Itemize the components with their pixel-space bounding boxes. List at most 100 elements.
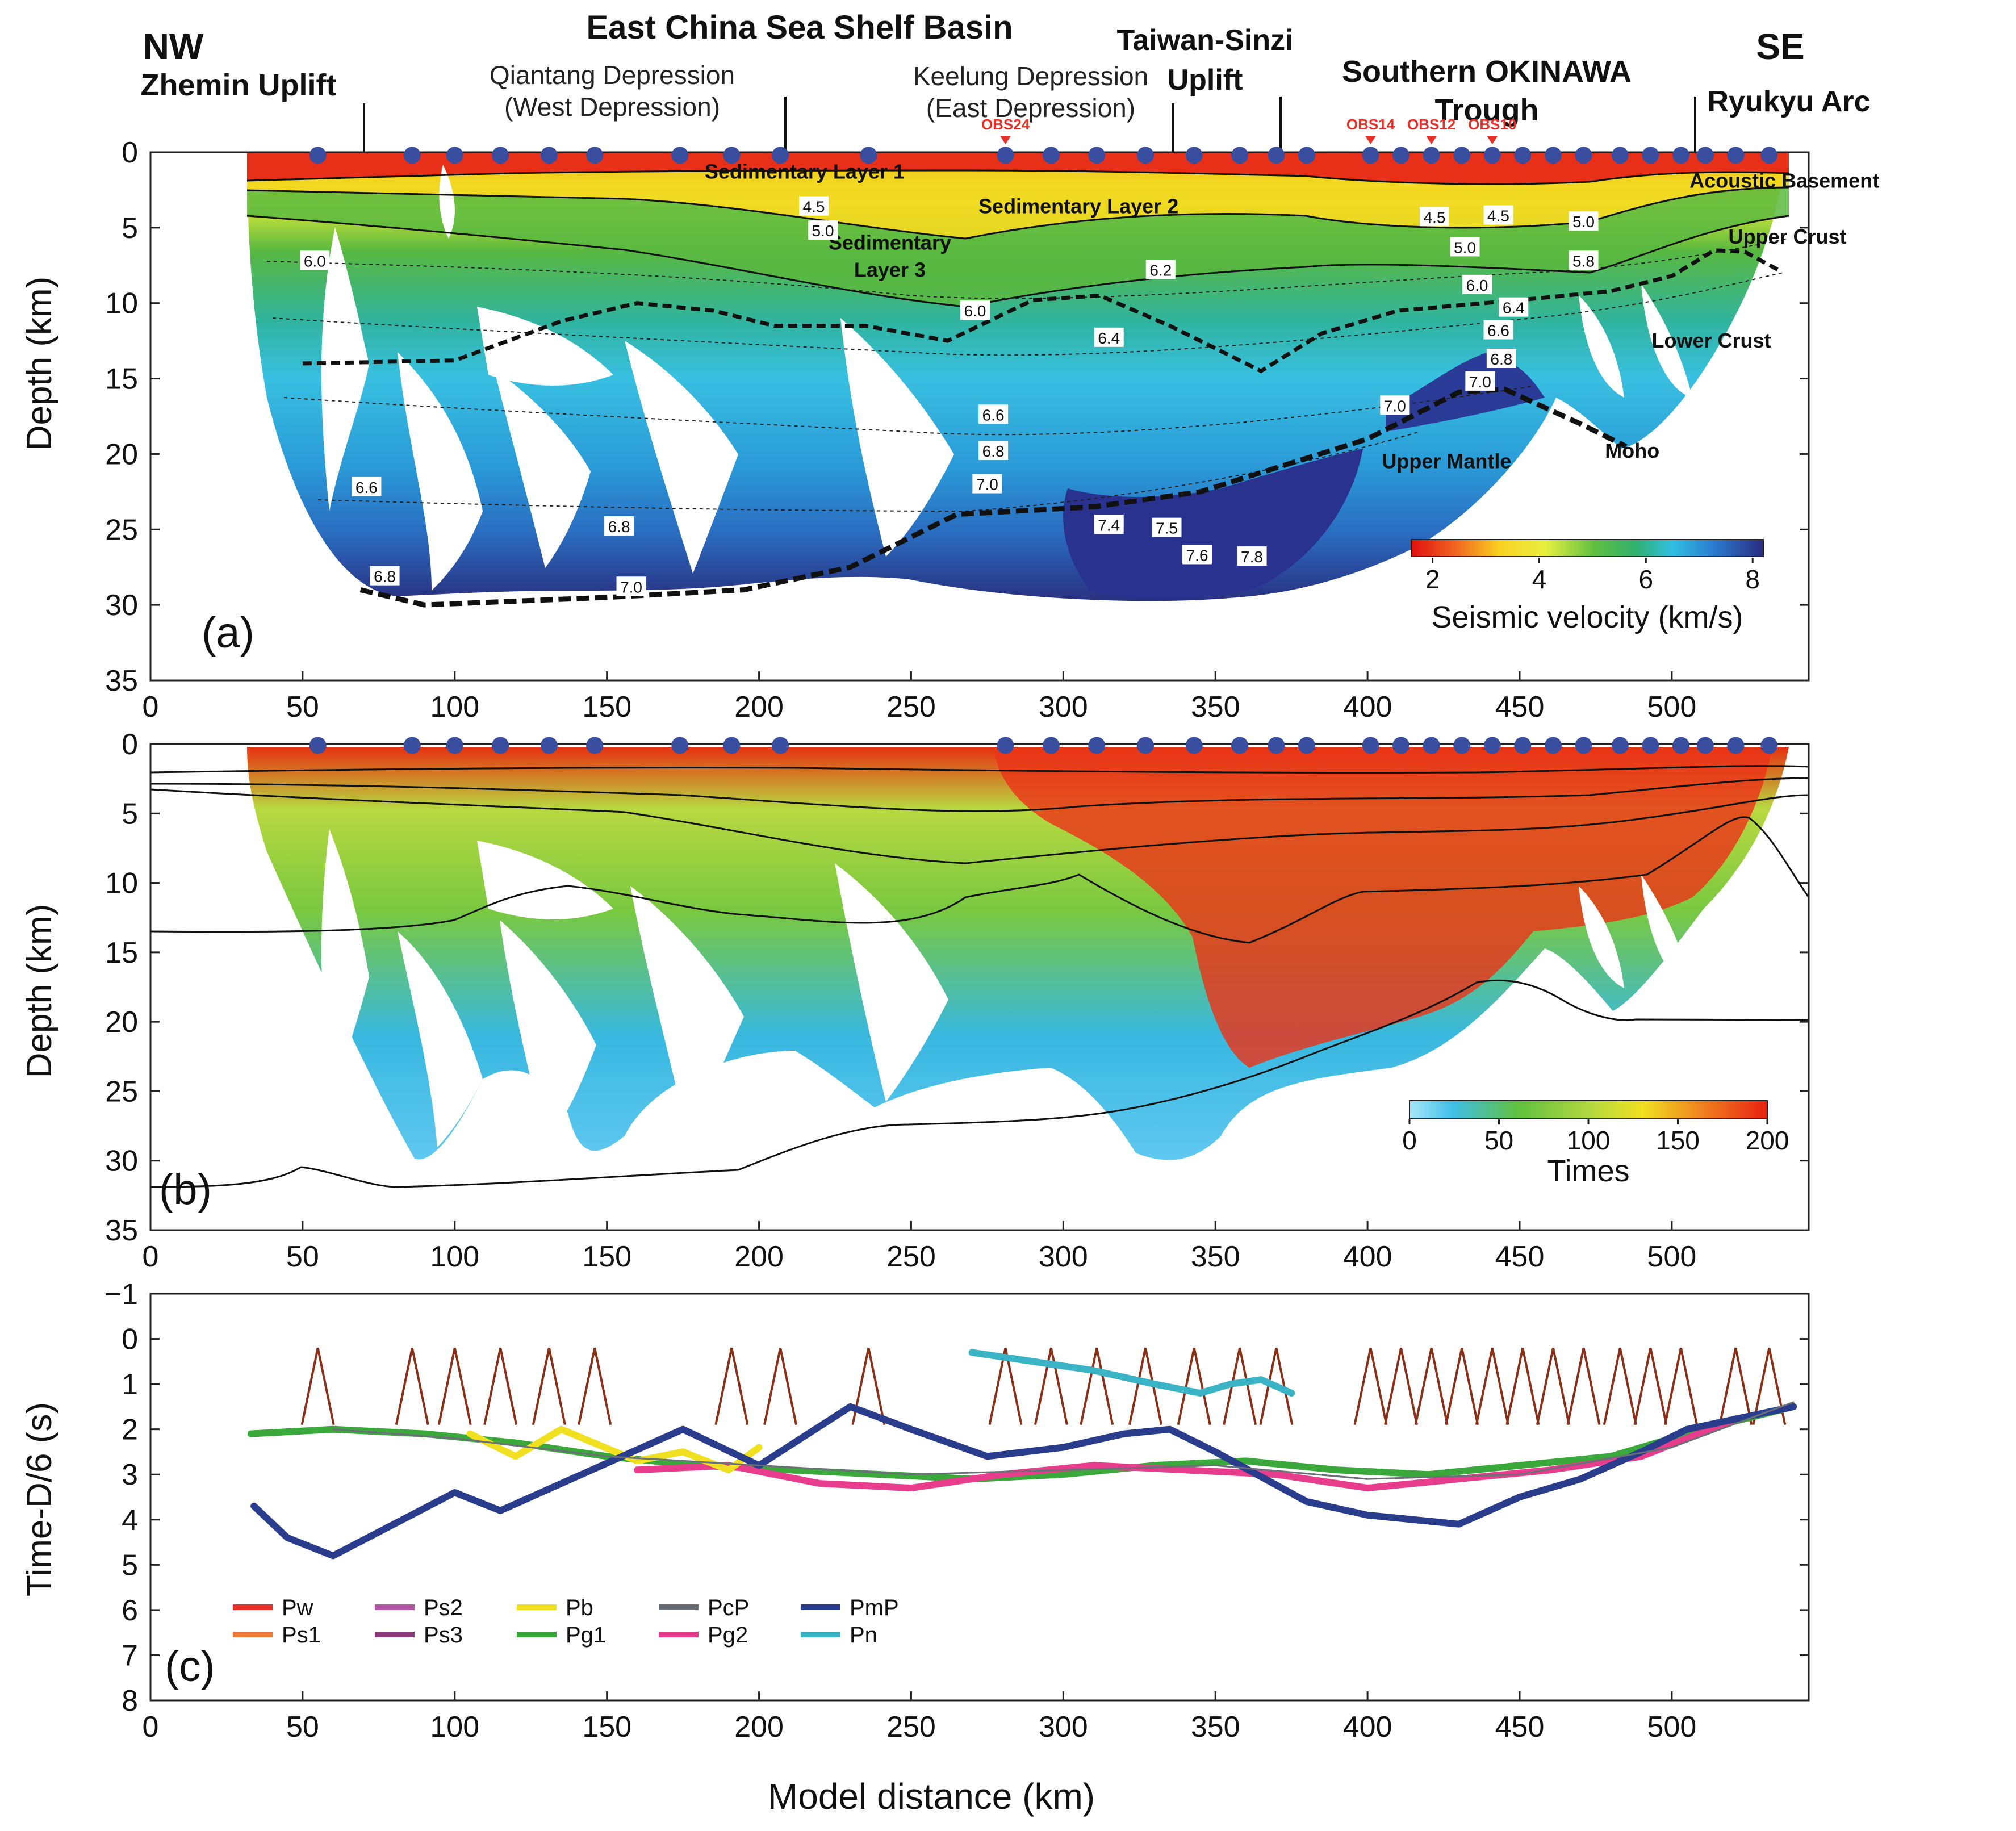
figure-header: NW SE Zhemin Uplift East China Sea Shelf…: [141, 9, 1871, 152]
contour-label-box: [352, 476, 382, 496]
traveltime-series-pcp: [332, 1401, 1795, 1480]
obs-station-marker: [586, 147, 604, 164]
contour-label: 6.8: [374, 568, 396, 586]
obs-station-marker: [772, 147, 789, 164]
obs-marker-triangle: [1000, 136, 1011, 144]
obs-marker-triangle: [1365, 136, 1376, 144]
y-tick-label: 3: [122, 1458, 138, 1491]
contour-label-box: [1094, 327, 1124, 347]
layer-label: Sedimentary Layer 2: [978, 195, 1178, 218]
contour-label: 6.0: [304, 252, 326, 270]
contour-label: 7.0: [1384, 397, 1406, 415]
y-tick-label: 6: [122, 1594, 138, 1627]
direct-water-wave: [1603, 1348, 1637, 1425]
traveltime-series-pg2: [634, 1416, 1737, 1492]
panel-c-ylabel: Time-D/6 (s): [20, 1402, 59, 1596]
panel-c-y-ticks: −1 0 1 2 3 4 5 6 7 8: [104, 1278, 1809, 1717]
y-tick-label: 5: [122, 797, 138, 830]
contour-label: 5.0: [1454, 239, 1476, 256]
obs-station-marker: [671, 737, 689, 754]
contour-label-box: [1152, 517, 1182, 537]
contour-label-box: [1569, 211, 1599, 231]
panel-c-plot-area: [247, 1348, 1797, 1560]
panel-b-stations: [309, 737, 1778, 754]
x-tick-label: 500: [1647, 691, 1697, 724]
x-tick-label: 150: [582, 1711, 631, 1744]
layer-label: Acoustic Basement: [1689, 169, 1879, 192]
direct-water-wave: [300, 1348, 335, 1425]
obs-station-marker: [723, 147, 741, 164]
direct-water-wave: [1633, 1348, 1668, 1425]
obs-station-marker: [1642, 737, 1659, 754]
obs-station-marker: [1088, 737, 1106, 754]
y-tick-label: 0: [122, 728, 138, 761]
direct-water-wave: [851, 1348, 886, 1425]
contour-label: 6.8: [1490, 350, 1512, 368]
direct-water-wave: [395, 1348, 429, 1425]
y-tick-label: 30: [105, 589, 138, 622]
layer-label: Upper Mantle: [1382, 450, 1511, 473]
obs-station-marker: [1268, 737, 1285, 754]
obs-station-marker: [1042, 147, 1060, 164]
obs-station-marker: [1392, 737, 1410, 754]
direct-water-wave: [714, 1348, 749, 1425]
direct-water-wave: [483, 1348, 518, 1425]
contour-label-box: [808, 220, 838, 240]
obs-station-marker: [1483, 147, 1501, 164]
direct-water-wave: [763, 1348, 798, 1425]
sedimentary-layer-3: [247, 187, 1789, 307]
legend-label: PmP: [850, 1595, 899, 1620]
se-label: SE: [1756, 26, 1804, 67]
contour-label: 4.5: [1424, 208, 1446, 226]
direct-water-wave: [1223, 1348, 1257, 1425]
contour-label-box: [1462, 274, 1492, 294]
direct-water-wave: [1718, 1348, 1753, 1425]
y-tick-label: 0: [122, 1323, 138, 1356]
obs-station-marker: [1231, 737, 1249, 754]
x-tick-label: 350: [1191, 1240, 1240, 1273]
x-tick-label: 0: [143, 691, 159, 724]
hit-count-colorbar-ramp: [1409, 1100, 1768, 1119]
contour-label-box: [616, 576, 646, 596]
obs-station-marker: [1137, 147, 1154, 164]
direct-water-wave: [1384, 1348, 1419, 1425]
obs-station-marker: [492, 147, 509, 164]
traveltime-series-pmp: [250, 1403, 1797, 1560]
y-tick-label: 8: [122, 1684, 138, 1717]
x-tick-label: 200: [734, 1240, 784, 1273]
x-tick-label: 200: [734, 691, 784, 724]
panel-c-x-ticks: 0 50 100 150 200 250 300 350 400 450 500: [143, 1691, 1696, 1744]
contour-label-box: [960, 300, 990, 320]
legend-label: Pn: [850, 1623, 877, 1648]
contour-label: 6.8: [608, 518, 630, 536]
contour-label: 5.8: [1572, 252, 1595, 270]
contour-label: 6.0: [1466, 277, 1488, 294]
direct-water-wave: [988, 1348, 1023, 1425]
x-tick-label: 500: [1647, 1240, 1697, 1273]
contour-label: 6.4: [1503, 299, 1525, 317]
x-tick-label: 300: [1039, 1240, 1088, 1273]
obs-station-marker: [671, 147, 689, 164]
direct-water-wave: [437, 1348, 472, 1425]
x-tick-label: 150: [582, 1240, 631, 1273]
contour-label: 7.0: [620, 578, 642, 596]
obs-station-marker: [1088, 147, 1106, 164]
direct-water-wave: [1664, 1348, 1698, 1425]
direct-water-wave: [1177, 1348, 1211, 1425]
contour-label: 6.4: [1098, 329, 1120, 347]
contour-label-box: [1094, 515, 1124, 534]
obs-station-marker: [1423, 147, 1440, 164]
ray-hit-gaps: [321, 829, 1692, 1147]
keelung-title: Keelung Depression: [913, 61, 1148, 91]
contour-label: 7.0: [976, 476, 998, 494]
legend-label: Pg1: [566, 1623, 606, 1648]
panel-a-velocity-model: 0 5 10 15 20 25 30 35 0 50 100 150 200 250 300 350 400 4…: [20, 116, 1879, 724]
layer-label: Sedimentary: [829, 231, 951, 254]
colorbar-tick-label: 6: [1639, 565, 1654, 594]
legend-label: PcP: [708, 1595, 749, 1620]
obs-station-marker: [997, 147, 1014, 164]
colorbar-tick-label: 2: [1425, 565, 1440, 594]
obs-station-marker: [1298, 147, 1315, 164]
direct-water-wave: [1566, 1348, 1601, 1425]
contour-label-box: [1419, 207, 1449, 227]
